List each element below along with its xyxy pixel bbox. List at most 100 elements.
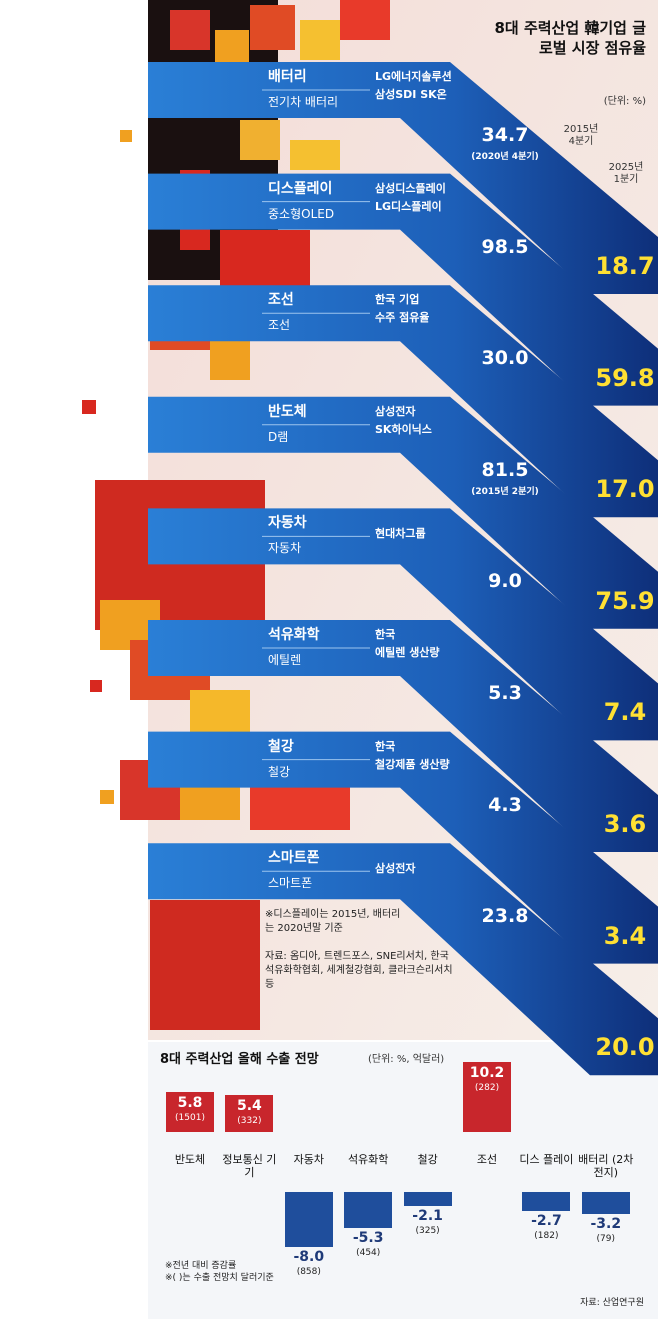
legend-entry: 2025년 1분기 bbox=[608, 162, 644, 185]
value-label: 18.7 bbox=[595, 252, 655, 280]
value-label: 9.0 bbox=[488, 570, 522, 593]
value-label: -2.1 bbox=[412, 1208, 443, 1225]
category-label: 디스플레이 bbox=[268, 180, 333, 197]
bar bbox=[284, 1192, 333, 1247]
value-label: 59.8 bbox=[595, 363, 655, 392]
bar bbox=[166, 1092, 214, 1132]
amount-label: (282) bbox=[474, 1083, 500, 1093]
amount-label: (1501) bbox=[175, 1113, 205, 1124]
category-label: 자동차 bbox=[268, 515, 307, 532]
legend-entry: 2015년 4분기 bbox=[563, 124, 599, 147]
value-label: 5.8 bbox=[177, 1095, 203, 1112]
value-label: 17.0 bbox=[595, 475, 655, 504]
note: ※디스플레이는 2015년, 배터리는 2020년말 기준 bbox=[265, 909, 401, 934]
band-arrow bbox=[148, 620, 658, 852]
x-tick-label: 배터리 (2차전지) bbox=[578, 1153, 634, 1179]
company-label: 한국 bbox=[375, 739, 396, 753]
bar bbox=[463, 1062, 511, 1132]
amount-label: (332) bbox=[237, 1115, 262, 1126]
value-label: 5.3 bbox=[488, 682, 522, 704]
band-arrow bbox=[148, 731, 658, 964]
company-label: LG에너지솔루션 bbox=[375, 70, 452, 83]
category-label: 반도체 bbox=[268, 403, 307, 420]
company-label: 에틸렌 생산량 bbox=[375, 646, 440, 659]
value-label: 4.3 bbox=[488, 793, 522, 816]
x-tick-label: 철강 bbox=[417, 1153, 438, 1166]
note: ※( )는 수출 전망치 달러기준 bbox=[165, 1273, 274, 1283]
company-label: 철강제품 생산량 bbox=[375, 757, 450, 771]
value-label: 34.7 bbox=[481, 124, 529, 146]
band-arrow bbox=[148, 508, 658, 741]
value-label: 10.2 bbox=[469, 1065, 505, 1081]
band-arrow bbox=[148, 285, 658, 518]
category-label: 스마트폰 bbox=[268, 850, 320, 867]
bar bbox=[403, 1192, 452, 1207]
product-label: D램 bbox=[268, 429, 289, 444]
value-label: 75.9 bbox=[595, 586, 655, 615]
product-label: 조선 bbox=[268, 318, 291, 333]
product-label: 철강 bbox=[268, 764, 291, 779]
amount-label: (454) bbox=[356, 1248, 381, 1259]
value-note: (2015년 2분기) bbox=[471, 486, 539, 497]
value-label: -3.2 bbox=[590, 1215, 622, 1232]
value-label: -8.0 bbox=[293, 1248, 325, 1265]
chart-title: 8대 주력산업 韓기업 글로벌 시장 점유율 bbox=[494, 19, 646, 57]
value-label: 20.0 bbox=[595, 1033, 655, 1062]
value-label: 98.5 bbox=[481, 235, 529, 258]
band-arrow bbox=[148, 843, 658, 1076]
company-label: 삼성전자 bbox=[375, 862, 416, 876]
value-label: 81.5 bbox=[481, 458, 529, 481]
value-label: 5.4 bbox=[236, 1097, 262, 1114]
company-label: 한국 bbox=[375, 628, 396, 641]
product-label: 전기차 배터리 bbox=[268, 95, 339, 109]
amount-label: (79) bbox=[596, 1233, 616, 1244]
company-label: 삼성SDI SK온 bbox=[375, 88, 447, 101]
x-tick-label: 디스 플레이 bbox=[519, 1153, 574, 1166]
product-label: 스마트폰 bbox=[268, 876, 313, 891]
note: ※전년 대비 증감률 bbox=[165, 1261, 237, 1271]
company-label: 현대차그룹 bbox=[375, 527, 426, 541]
bar bbox=[225, 1094, 274, 1132]
category-label: 철강 bbox=[268, 738, 294, 755]
bar bbox=[522, 1192, 571, 1211]
x-tick-label: 자동차 bbox=[293, 1153, 324, 1166]
company-label: 삼성디스플레이 bbox=[375, 181, 446, 195]
unit: (단위: %, 억달러) bbox=[368, 1054, 445, 1065]
value-label: -5.3 bbox=[352, 1230, 384, 1247]
source: 자료: 옴디아, 트렌드포스, SNE리서치, 한국석유화학협회, 세계철강협회… bbox=[265, 951, 453, 990]
value-label: 30.0 bbox=[481, 347, 529, 370]
x-tick-label: 조선 bbox=[476, 1153, 498, 1166]
value-label: 23.8 bbox=[481, 905, 529, 928]
product-label: 에틸렌 bbox=[268, 653, 302, 667]
company-label: 삼성전자 bbox=[375, 404, 416, 418]
category-label: 석유화학 bbox=[268, 627, 320, 643]
category-label: 조선 bbox=[268, 292, 294, 309]
value-label: 3.6 bbox=[603, 810, 647, 838]
value-label: -2.7 bbox=[531, 1212, 562, 1229]
product-label: 중소형OLED bbox=[268, 206, 335, 221]
band-arrow bbox=[148, 396, 658, 629]
value-note: (2020년 4분기) bbox=[471, 152, 539, 162]
company-label: LG디스플레이 bbox=[375, 199, 442, 213]
company-label: 한국 기업 bbox=[375, 293, 420, 307]
company-label: SK하이닉스 bbox=[375, 422, 432, 436]
unit: (단위: %) bbox=[603, 96, 646, 107]
source: 자료: 산업연구원 bbox=[580, 1298, 644, 1308]
amount-label: (325) bbox=[415, 1226, 440, 1237]
company-label: 수주 점유율 bbox=[375, 311, 430, 325]
value-label: 3.4 bbox=[603, 921, 647, 950]
chart-background bbox=[148, 1042, 658, 1319]
chart-title: 8대 주력산업 올해 수출 전망 bbox=[160, 1052, 319, 1067]
band-arrow bbox=[148, 62, 658, 294]
amount-label: (858) bbox=[296, 1266, 321, 1277]
product-label: 자동차 bbox=[268, 541, 302, 556]
amount-label: (182) bbox=[534, 1230, 559, 1241]
category-label: 배터리 bbox=[268, 69, 307, 85]
value-label: 7.4 bbox=[603, 698, 647, 727]
x-tick-label: 반도체 bbox=[174, 1153, 206, 1166]
bar bbox=[581, 1192, 630, 1214]
x-tick-label: 정보통신 기기 bbox=[222, 1153, 277, 1179]
x-tick-label: 석유화학 bbox=[347, 1153, 389, 1166]
